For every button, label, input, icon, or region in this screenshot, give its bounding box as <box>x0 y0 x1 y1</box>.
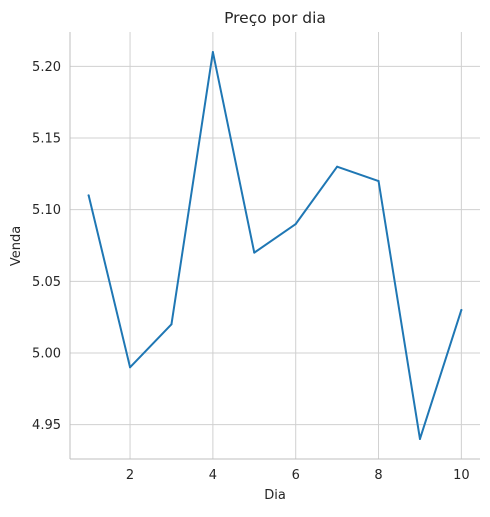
grid <box>70 32 480 459</box>
data-point <box>418 437 421 440</box>
x-tick-labels: 2 4 6 8 10 <box>126 468 470 483</box>
series-layer <box>87 51 463 440</box>
x-tick-label: 2 <box>126 468 134 483</box>
data-point <box>129 366 132 369</box>
data-point <box>460 308 463 311</box>
y-tick-label: 4.95 <box>32 418 61 433</box>
y-tick-label: 5.10 <box>32 203 61 218</box>
data-point <box>336 165 339 168</box>
data-point <box>377 180 380 183</box>
y-tick-label: 5.00 <box>32 346 61 361</box>
data-point <box>170 323 173 326</box>
axes-spines <box>69 32 480 460</box>
series-line <box>87 51 463 440</box>
y-tick-label: 5.05 <box>32 275 61 290</box>
data-point <box>253 251 256 254</box>
data-point <box>294 223 297 226</box>
x-tick-label: 6 <box>292 468 300 483</box>
data-point <box>211 51 214 54</box>
x-axis-label: Dia <box>264 488 286 503</box>
y-tick-label: 5.20 <box>32 60 61 75</box>
y-axis-label: Venda <box>9 226 24 266</box>
x-tick-label: 10 <box>453 468 470 483</box>
y-tick-label: 5.15 <box>32 132 61 147</box>
y-tick-labels: 4.95 5.00 5.05 5.10 5.15 5.20 <box>32 60 61 433</box>
data-point <box>87 194 90 197</box>
x-tick-label: 4 <box>209 468 217 483</box>
chart-title: Preço por dia <box>224 9 326 27</box>
x-tick-label: 8 <box>374 468 382 483</box>
